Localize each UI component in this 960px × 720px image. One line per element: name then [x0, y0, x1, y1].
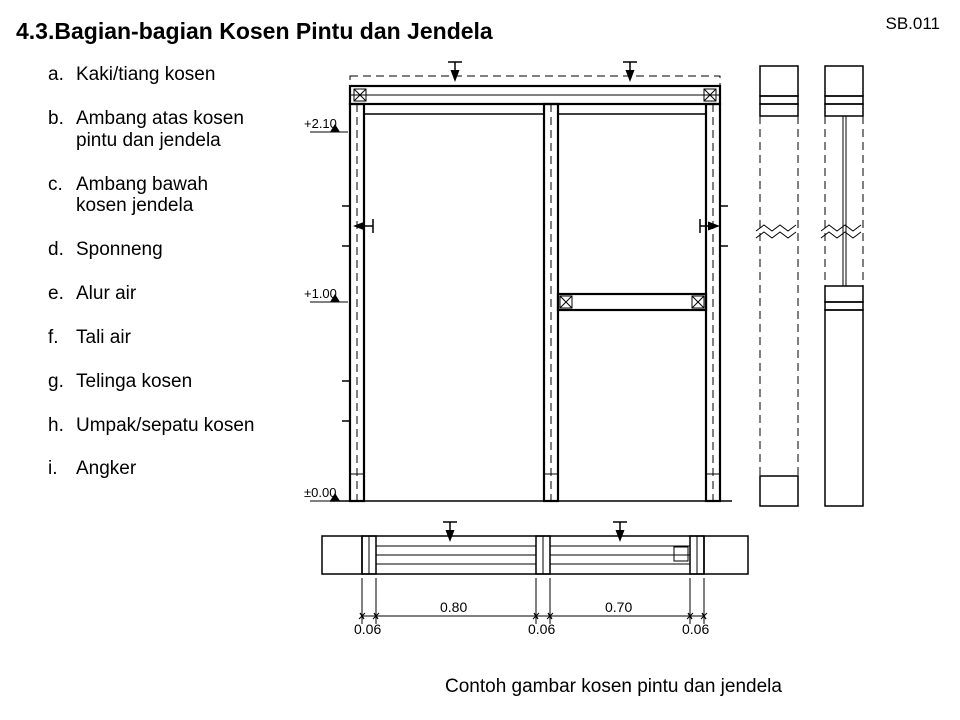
svg-text:0.80: 0.80 — [440, 599, 467, 615]
list-item: d.Sponneng — [48, 239, 258, 261]
svg-text:+1.00: +1.00 — [304, 286, 337, 301]
svg-text:0.06: 0.06 — [528, 621, 555, 637]
section-a — [756, 66, 798, 506]
list-item: a.Kaki/tiang kosen — [48, 64, 258, 86]
list-item: c.Ambang bawah kosen jendela — [48, 174, 258, 218]
svg-text:+2.10: +2.10 — [304, 116, 337, 131]
svg-text:±0.00: ±0.00 — [304, 485, 336, 500]
list-item: g.Telinga kosen — [48, 371, 258, 393]
list-item: e.Alur air — [48, 283, 258, 305]
page-title: 4.3.Bagian-bagian Kosen Pintu dan Jendel… — [16, 18, 493, 45]
list-item: i.Angker — [48, 458, 258, 480]
list-item: h.Umpak/sepatu kosen — [48, 415, 258, 437]
technical-drawing: +2.10 +1.00 ±0.00 — [270, 56, 940, 656]
list-item: b.Ambang atas kosen pintu dan jendela — [48, 108, 258, 152]
front-elevation: +2.10 +1.00 ±0.00 — [304, 62, 732, 501]
section-b — [821, 66, 863, 506]
svg-text:0.70: 0.70 — [605, 599, 632, 615]
list-item: f.Tali air — [48, 327, 258, 349]
svg-text:0.06: 0.06 — [682, 621, 709, 637]
parts-list: a.Kaki/tiang kosen b.Ambang atas kosen p… — [48, 64, 258, 502]
diagram-caption: Contoh gambar kosen pintu dan jendela — [445, 676, 782, 698]
doc-code: SB.011 — [885, 14, 940, 34]
dimensions: 0.06 0.80 0.06 0.70 0.06 — [354, 578, 709, 637]
plan-section — [322, 522, 748, 574]
svg-text:0.06: 0.06 — [354, 621, 381, 637]
